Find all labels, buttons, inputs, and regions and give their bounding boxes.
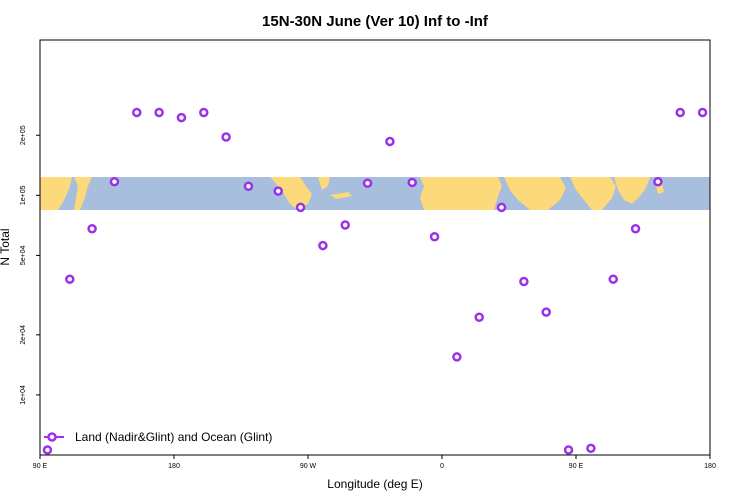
data-point [474,312,484,322]
data-point [132,107,142,118]
x-tick-label: 90 W [300,463,317,470]
land-india [570,177,616,210]
data-point [385,136,395,147]
data-point [273,186,283,196]
data-point [176,112,187,123]
data-point [362,178,373,188]
data-point [87,223,97,234]
x-tick-label: 0 [440,463,444,470]
data-point [496,202,507,213]
y-axis: 1e+04 2e+04 5e+04 1e+05 2e+05 [20,125,40,405]
data-point [452,352,462,362]
x-tick-label: 90 E [33,463,48,470]
legend-label: Land (Nadir&Glint) and Ocean (Glint) [75,430,272,444]
legend-marker [47,432,57,442]
y-axis-label: N Total [0,228,12,265]
land-southeast-asia [614,177,650,204]
data-point [42,445,53,455]
data-point [340,220,350,230]
data-point [630,223,641,234]
land-mexico [270,177,312,210]
x-tick-label: 180 [168,463,180,470]
plot-area [39,39,711,456]
y-tick-label: 1e+05 [20,185,27,205]
data-point [221,132,231,142]
data-point [199,107,209,118]
data-point [653,176,663,187]
legend: Land (Nadir&Glint) and Ocean (Glint) [44,430,272,444]
data-point [243,181,254,192]
x-axis: 90 E 180 90 W 0 90 E 180 [33,455,716,470]
land-arabia [504,177,566,210]
data-point [563,445,574,455]
land-taiwan [656,184,664,194]
x-axis-label: Longitude (deg E) [327,477,422,491]
data-point [318,240,328,251]
land-africa [420,177,502,210]
map-land-shapes [40,177,664,210]
data-point [407,177,417,188]
land-cuba [330,192,352,199]
data-point [109,176,120,187]
data-point [541,307,551,317]
data-point [697,107,708,118]
y-tick-label: 5e+04 [20,245,27,265]
y-tick-label: 2e+05 [20,125,27,145]
land-florida [318,177,330,190]
land-india-east [74,177,92,210]
y-tick-label: 1e+04 [20,385,27,405]
data-point [586,443,596,454]
data-point [608,274,618,284]
x-tick-label: 180 [704,463,716,470]
data-point [295,202,306,213]
data-points [42,107,708,455]
chart-title: 15N-30N June (Ver 10) Inf to -Inf [262,13,489,30]
plot-border [39,39,711,456]
data-point [154,107,164,118]
land-asia-west [40,177,72,210]
world-map-strip [40,177,710,210]
data-point [519,276,529,287]
data-point [65,274,75,284]
data-point [429,232,440,242]
data-point [675,107,685,118]
x-tick-label: 90 E [569,463,584,470]
y-tick-label: 2e+04 [20,325,27,345]
